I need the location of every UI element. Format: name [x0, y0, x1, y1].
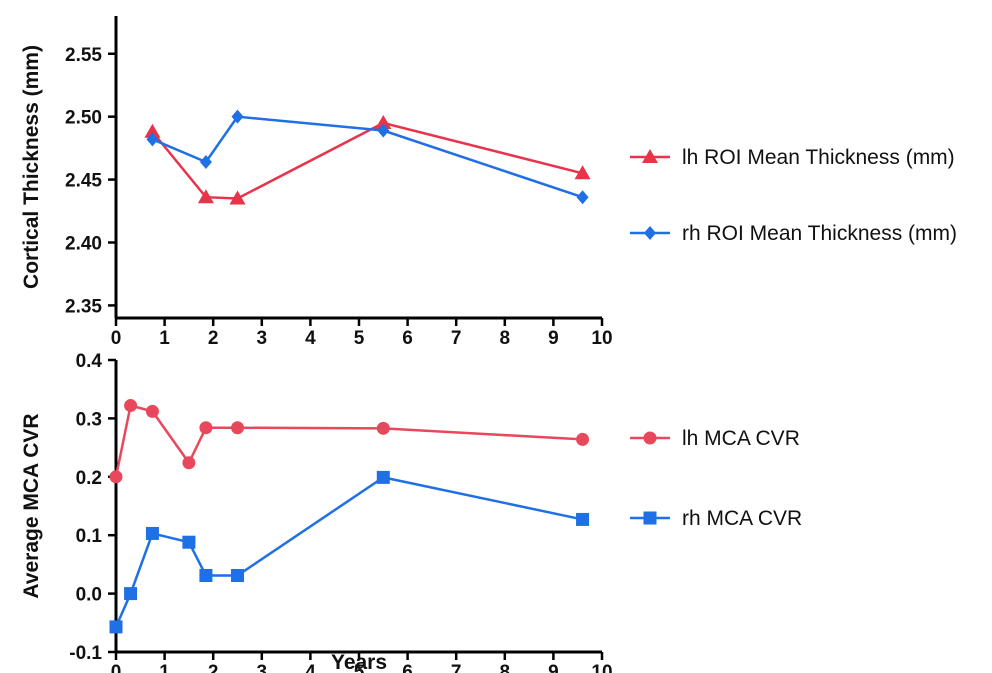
x-tick-label: 8	[500, 662, 511, 673]
series-rh	[146, 109, 589, 205]
series-rh	[109, 470, 590, 634]
data-point	[124, 587, 138, 601]
legend-item: lh ROI Mean Thickness (mm)	[630, 146, 955, 169]
legend-marker	[643, 431, 657, 445]
legend-item: rh ROI Mean Thickness (mm)	[630, 222, 957, 245]
data-point	[182, 456, 196, 470]
legend-label: rh MCA CVR	[682, 507, 802, 530]
x-tick-label: 10	[591, 662, 612, 673]
y-tick-label: 2.45	[65, 171, 102, 192]
series-line	[114, 476, 583, 628]
x-tick-label: 3	[257, 328, 268, 349]
x-tick-label: 10	[591, 328, 612, 349]
legend-item: rh MCA CVR	[630, 507, 802, 530]
cvr-chart: 0 1 2 3 4 5 6 7 8 9 10 -0.1 0.0 0.1 0.2 0.3 0.4 Average M…	[20, 351, 802, 673]
data-point	[376, 421, 390, 435]
series-lh	[109, 399, 590, 484]
y-tick-label: 2.55	[65, 45, 102, 66]
x-tick-label: 0	[111, 328, 122, 349]
legend-marker	[644, 226, 656, 240]
x-tick-label: 7	[451, 328, 462, 349]
x-tick-label: 5	[354, 328, 365, 349]
y-tick-label: 0.1	[76, 526, 103, 547]
y-tick-label: -0.1	[69, 643, 102, 664]
data-point	[182, 535, 196, 549]
data-point	[375, 114, 392, 129]
data-point	[146, 132, 159, 147]
y-tick-label: 2.35	[65, 296, 102, 317]
legend-label: lh ROI Mean Thickness (mm)	[682, 146, 955, 169]
x-tick-label: 3	[257, 662, 268, 673]
x-tick-label: 6	[402, 328, 413, 349]
data-point	[199, 154, 212, 169]
x-tick-label: 6	[402, 662, 413, 673]
data-point	[576, 432, 590, 446]
x-tick-label: 8	[500, 328, 511, 349]
data-point	[376, 470, 390, 484]
data-point	[231, 421, 244, 435]
legend-item: lh MCA CVR	[630, 427, 800, 450]
data-point	[576, 512, 590, 526]
x-tick-label: 9	[548, 662, 559, 673]
legend-label: rh ROI Mean Thickness (mm)	[682, 222, 957, 245]
x-tick-label: 1	[159, 328, 170, 349]
y-tick-label: 0.4	[76, 351, 103, 372]
y-axis-title: Cortical Thickness (mm)	[20, 45, 43, 289]
legend-marker	[643, 511, 657, 525]
legend-label: lh MCA CVR	[682, 427, 800, 450]
x-axis-title: Years	[331, 651, 387, 673]
data-point	[145, 526, 159, 540]
x-tick-label: 2	[208, 662, 219, 673]
thickness-chart: 0 1 2 3 4 5 6 7 8 9 10 2.35 2.40 2.45 2.50 2.55 Cortical…	[20, 16, 957, 349]
data-point	[574, 165, 591, 180]
data-point	[109, 620, 123, 634]
y-axis-title: Average MCA CVR	[20, 413, 43, 598]
data-point	[229, 190, 246, 205]
data-point	[144, 123, 161, 138]
series-line	[151, 121, 583, 200]
x-tick-label: 4	[305, 328, 316, 349]
y-tick-label: 0.3	[76, 409, 102, 430]
y-tick-label: 2.50	[65, 108, 102, 129]
x-tick-label: 2	[208, 328, 219, 349]
x-tick-label: 9	[548, 328, 559, 349]
x-tick-label: 4	[305, 662, 316, 673]
x-tick-label: 0	[111, 662, 122, 673]
data-point	[197, 189, 214, 204]
data-point	[145, 404, 159, 418]
legend-marker	[642, 149, 658, 163]
series-lh	[144, 114, 591, 205]
data-point	[231, 109, 244, 124]
data-point	[199, 568, 213, 582]
x-tick-label: 7	[451, 662, 462, 673]
x-tick-label: 5	[354, 662, 365, 673]
data-point	[124, 399, 138, 413]
data-point	[109, 470, 123, 484]
y-tick-label: 2.40	[65, 234, 102, 255]
x-tick-label: 1	[159, 662, 170, 673]
y-tick-label: 0.0	[76, 585, 102, 606]
data-point	[199, 421, 213, 435]
y-tick-label: 0.2	[76, 468, 102, 489]
data-point	[576, 190, 589, 205]
data-point	[377, 123, 390, 138]
data-point	[231, 568, 244, 582]
